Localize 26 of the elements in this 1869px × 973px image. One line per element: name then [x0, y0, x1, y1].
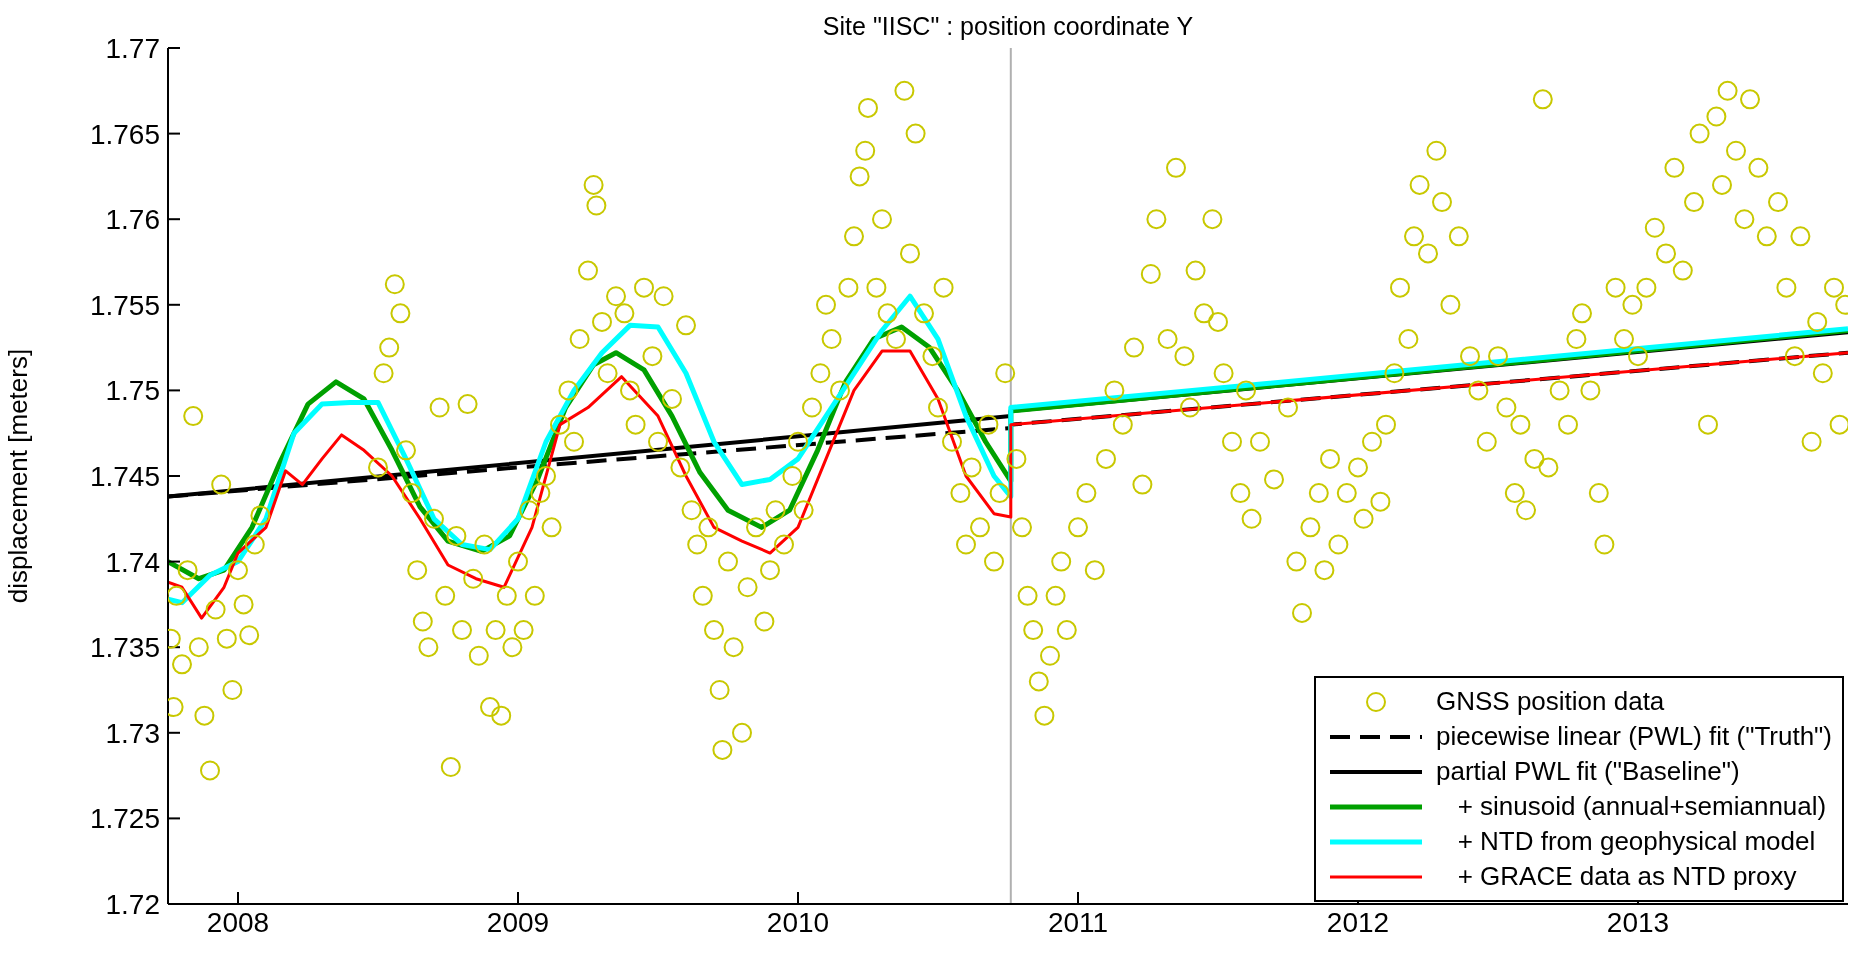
y-tick-label: 1.76: [105, 204, 160, 236]
x-tick-label: 2008: [206, 906, 270, 938]
chart-title: Site "IISC" : position coordinate Y: [821, 12, 1195, 41]
x-tick-label: 2013: [1606, 906, 1670, 938]
y-tick-label: 1.725: [89, 803, 160, 835]
legend-label: + GRACE data as NTD proxy: [1456, 861, 1797, 892]
x-tick-label: 2011: [1047, 906, 1109, 938]
x-tick-label: 2012: [1326, 906, 1390, 938]
x-tick-label: 2009: [486, 906, 550, 938]
legend-label: GNSS position data: [1435, 686, 1665, 717]
y-tick-label: 1.755: [89, 289, 160, 321]
y-tick-label: 1.765: [89, 118, 160, 150]
y-tick-label: 1.74: [105, 546, 160, 578]
x-tick-label: 2010: [766, 906, 830, 938]
legend-label: piecewise linear (PWL) fit ("Truth"): [1435, 721, 1832, 752]
y-tick-label: 1.75: [105, 375, 160, 407]
line-series: [168, 349, 1848, 620]
y-tick-label: 1.745: [89, 460, 160, 492]
legend-label: + NTD from geophysical model: [1456, 826, 1816, 857]
legend-label: + sinusoid (annual+semiannual): [1456, 791, 1827, 822]
y-tick-label: 1.73: [105, 717, 160, 749]
y-tick-label: 1.735: [89, 632, 160, 664]
legend-label: partial PWL fit ("Baseline"): [1435, 756, 1740, 787]
y-tick-label: 1.72: [105, 888, 160, 920]
y-tick-label: 1.77: [105, 32, 160, 64]
y-axis-title: displacement [meters]: [3, 348, 34, 604]
